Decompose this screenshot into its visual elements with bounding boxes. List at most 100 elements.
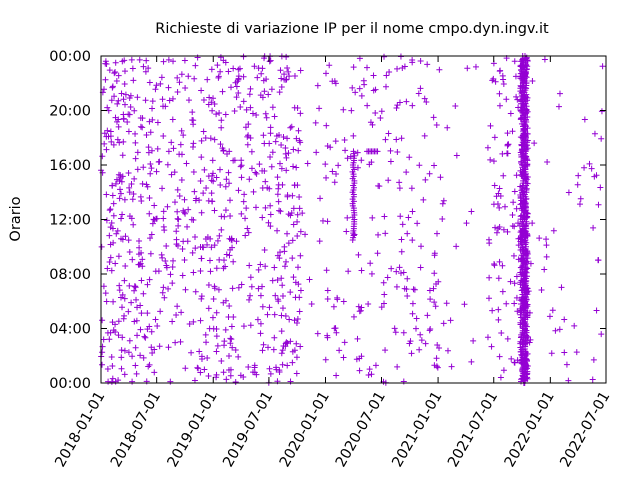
data-point [222, 111, 229, 118]
data-point [308, 301, 315, 308]
data-point [260, 132, 267, 139]
data-point [293, 164, 300, 171]
data-point [115, 318, 122, 325]
data-point [240, 323, 247, 330]
data-point [200, 190, 207, 197]
data-point [367, 260, 374, 267]
data-point [370, 72, 377, 79]
data-point [132, 344, 139, 351]
data-point [120, 96, 127, 103]
data-point [166, 97, 173, 104]
data-point [266, 185, 273, 192]
data-point [99, 343, 106, 350]
data-point [291, 104, 298, 111]
data-point [233, 238, 240, 245]
data-point [394, 363, 401, 370]
data-point [272, 292, 279, 299]
data-point [120, 138, 127, 145]
data-point [324, 295, 331, 302]
data-point [271, 113, 278, 120]
data-point [158, 74, 165, 81]
data-point [128, 56, 135, 63]
data-point [283, 339, 290, 346]
data-point [268, 163, 275, 170]
data-point [109, 192, 116, 199]
data-point [209, 107, 216, 114]
data-point [213, 265, 220, 272]
data-point [255, 65, 262, 72]
data-point [581, 164, 588, 171]
data-point [157, 80, 164, 87]
data-point [130, 191, 137, 198]
data-point [509, 128, 516, 135]
data-point [372, 86, 379, 93]
data-point [270, 346, 277, 353]
data-point [335, 162, 342, 169]
data-point [409, 102, 416, 109]
data-point [154, 145, 161, 152]
data-point [253, 170, 260, 177]
data-point [199, 244, 206, 251]
data-point [248, 283, 255, 290]
data-point [529, 220, 536, 227]
data-point [295, 127, 302, 134]
data-point [100, 283, 107, 290]
data-point [316, 105, 323, 112]
data-point [126, 184, 133, 191]
data-point [497, 374, 504, 381]
data-point [222, 183, 229, 190]
data-point [267, 370, 274, 377]
data-point [511, 223, 518, 230]
data-point [279, 361, 286, 368]
data-point [297, 287, 304, 294]
data-point [529, 78, 536, 85]
data-point [231, 157, 238, 164]
data-point [110, 327, 117, 334]
data-point [140, 164, 147, 171]
data-point [174, 303, 181, 310]
data-point [231, 107, 238, 114]
data-point [107, 133, 114, 140]
data-point [155, 158, 162, 165]
data-point [225, 68, 232, 75]
data-point [242, 232, 249, 239]
data-point [276, 89, 283, 96]
data-point [333, 372, 340, 379]
data-point [165, 148, 172, 155]
data-point [432, 303, 439, 310]
data-point [431, 299, 438, 306]
data-point [260, 341, 267, 348]
data-point [169, 318, 176, 325]
data-point [108, 97, 115, 104]
data-point [312, 119, 319, 126]
data-point [378, 304, 385, 311]
data-point [590, 356, 597, 363]
data-point [235, 353, 242, 360]
data-point [281, 71, 288, 78]
data-point [185, 97, 192, 104]
data-point [125, 349, 132, 356]
data-point [115, 377, 122, 384]
data-point [513, 273, 520, 280]
data-point [563, 361, 570, 368]
data-point [284, 230, 291, 237]
data-point [147, 235, 154, 242]
data-point [238, 281, 245, 288]
data-point [268, 86, 275, 93]
data-point [543, 253, 550, 260]
data-point [496, 185, 503, 192]
data-point [140, 354, 147, 361]
data-point [125, 128, 132, 135]
data-point [431, 252, 438, 259]
data-point [245, 121, 252, 128]
data-point [297, 110, 304, 117]
data-point [257, 261, 264, 268]
data-point [240, 73, 247, 80]
data-point [151, 369, 158, 376]
data-point [197, 369, 204, 376]
data-point [104, 104, 111, 111]
x-tick-label: 2022-07-01 [557, 389, 613, 470]
data-point [265, 344, 272, 351]
data-point [279, 282, 286, 289]
data-point [210, 95, 217, 102]
